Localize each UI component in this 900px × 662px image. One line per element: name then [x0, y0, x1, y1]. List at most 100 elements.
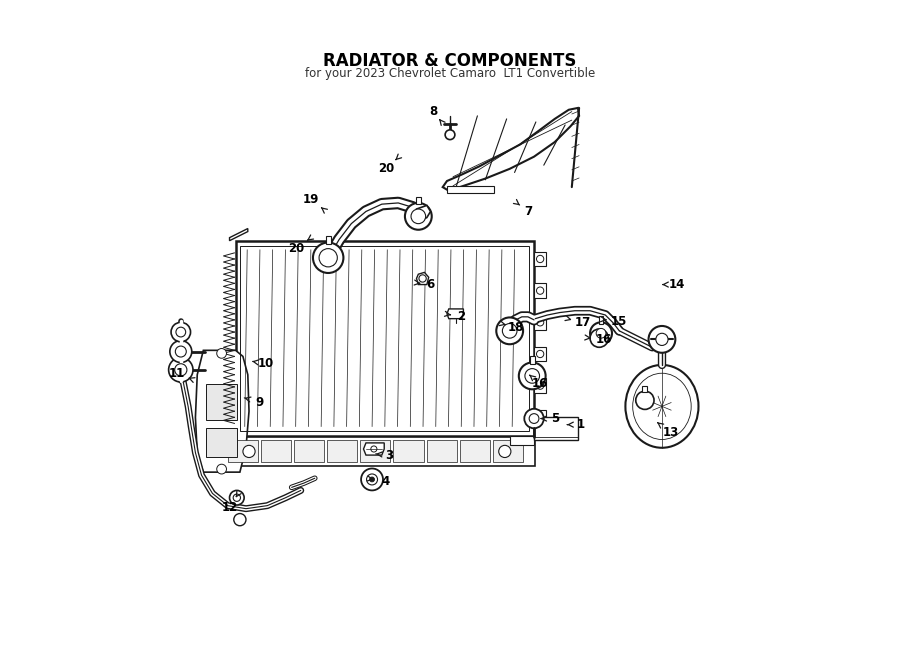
Text: 3: 3 [385, 449, 393, 461]
Circle shape [175, 363, 187, 376]
Bar [219, 437, 536, 466]
Ellipse shape [626, 365, 698, 448]
Text: 16: 16 [595, 333, 612, 346]
Bar [530, 356, 535, 363]
Circle shape [499, 446, 511, 457]
Text: 6: 6 [427, 278, 435, 291]
Circle shape [536, 414, 544, 421]
Polygon shape [195, 350, 249, 472]
Circle shape [217, 348, 227, 358]
Bar [427, 440, 457, 462]
Circle shape [168, 357, 193, 382]
Bar [460, 440, 490, 462]
Polygon shape [443, 108, 579, 191]
Circle shape [446, 130, 454, 140]
Circle shape [361, 469, 383, 491]
Bar [326, 236, 330, 244]
Bar [294, 440, 324, 462]
Polygon shape [417, 205, 430, 222]
Circle shape [525, 409, 544, 428]
Text: 20: 20 [288, 242, 304, 254]
Circle shape [370, 477, 374, 482]
Bar [534, 379, 546, 393]
Circle shape [590, 329, 608, 348]
Circle shape [502, 324, 517, 338]
Bar [393, 440, 424, 462]
Bar [534, 347, 546, 361]
Circle shape [536, 318, 544, 326]
Text: 1: 1 [577, 418, 585, 431]
Bar [328, 440, 357, 462]
Text: 7: 7 [524, 205, 532, 218]
Circle shape [313, 242, 344, 273]
Bar [509, 436, 534, 445]
Circle shape [171, 322, 191, 342]
Circle shape [518, 363, 545, 389]
Circle shape [596, 328, 606, 338]
Circle shape [320, 249, 338, 267]
Bar [534, 252, 546, 266]
Text: 14: 14 [669, 278, 685, 291]
Circle shape [405, 203, 432, 230]
Circle shape [536, 382, 544, 389]
Bar [534, 410, 546, 424]
Bar [598, 316, 604, 324]
Bar [534, 315, 546, 330]
Bar [416, 197, 421, 204]
Text: 10: 10 [258, 357, 274, 370]
Polygon shape [447, 309, 464, 318]
Circle shape [411, 209, 426, 224]
Text: 4: 4 [382, 475, 391, 488]
Text: 5: 5 [551, 412, 559, 425]
Bar [240, 246, 529, 431]
Circle shape [230, 491, 244, 505]
Circle shape [217, 464, 227, 474]
Text: 19: 19 [303, 193, 320, 206]
Circle shape [371, 446, 377, 452]
Polygon shape [230, 228, 248, 241]
Polygon shape [417, 272, 428, 285]
Text: 9: 9 [256, 396, 264, 408]
Bar [447, 186, 494, 193]
Text: 11: 11 [169, 367, 185, 380]
Circle shape [529, 414, 539, 424]
Circle shape [366, 474, 377, 485]
Bar [206, 428, 237, 457]
Bar [360, 440, 391, 462]
Circle shape [170, 340, 192, 363]
Circle shape [536, 287, 544, 295]
Bar [261, 440, 291, 462]
Text: 18: 18 [508, 320, 524, 334]
Circle shape [176, 346, 186, 357]
Text: 17: 17 [574, 316, 591, 330]
Circle shape [656, 333, 668, 346]
Circle shape [176, 327, 185, 337]
Circle shape [536, 256, 544, 263]
Circle shape [649, 326, 675, 353]
Circle shape [233, 494, 240, 501]
Circle shape [525, 369, 539, 383]
Bar [534, 283, 546, 298]
Text: 12: 12 [221, 501, 238, 514]
Text: 20: 20 [378, 162, 394, 175]
Text: RADIATOR & COMPONENTS: RADIATOR & COMPONENTS [323, 52, 577, 70]
Bar [493, 440, 523, 462]
Bar [228, 440, 257, 462]
Text: 13: 13 [662, 426, 679, 439]
Polygon shape [364, 443, 384, 455]
Circle shape [635, 391, 654, 409]
Circle shape [243, 446, 255, 457]
Text: 8: 8 [428, 105, 437, 118]
Bar [534, 417, 578, 440]
Circle shape [590, 322, 612, 344]
Bar [206, 384, 237, 420]
Circle shape [536, 350, 544, 357]
Text: 15: 15 [611, 314, 627, 328]
Bar [643, 386, 647, 393]
Circle shape [496, 318, 523, 344]
Circle shape [234, 514, 246, 526]
Bar [236, 241, 534, 436]
Circle shape [418, 275, 427, 282]
Text: 2: 2 [457, 310, 465, 323]
Text: for your 2023 Chevrolet Camaro  LT1 Convertible: for your 2023 Chevrolet Camaro LT1 Conve… [305, 67, 595, 80]
